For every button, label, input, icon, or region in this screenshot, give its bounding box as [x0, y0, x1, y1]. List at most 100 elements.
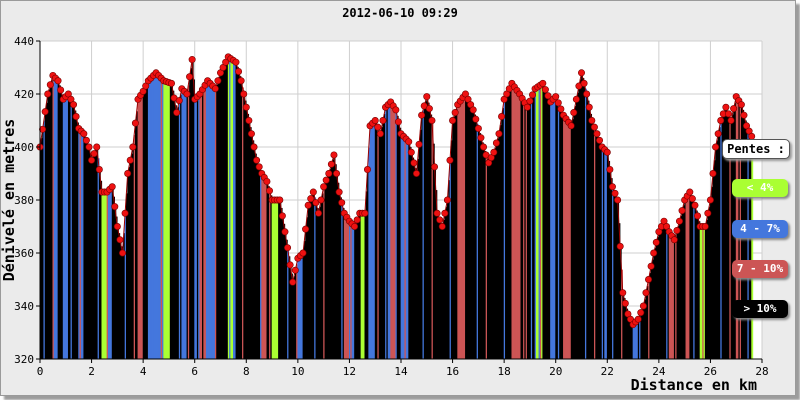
slope-bar — [609, 169, 612, 359]
slope-bar — [80, 131, 83, 359]
slope-bar — [145, 86, 148, 360]
slope-bar — [185, 92, 188, 360]
slope-bar — [542, 83, 545, 360]
slope-bar — [586, 94, 589, 359]
slope-bar — [463, 95, 466, 360]
slope-bar — [679, 221, 681, 359]
slope-bar — [189, 76, 192, 360]
slope-bar — [351, 223, 354, 359]
slope-bar — [425, 101, 427, 359]
elevation-point — [253, 156, 261, 164]
slope-bar — [729, 117, 732, 359]
slope-bar — [578, 86, 581, 360]
x-tick-label: 14 — [394, 365, 408, 378]
slope-bar — [289, 264, 292, 359]
slope-bar — [569, 124, 572, 360]
slope-bar — [510, 86, 513, 360]
slope-bar — [325, 180, 328, 359]
slope-bar — [621, 269, 623, 359]
slope-bar — [160, 78, 163, 359]
slope-bar — [579, 79, 582, 360]
slope-bar — [480, 137, 483, 359]
slope-bar — [136, 111, 139, 359]
slope-bar — [285, 239, 288, 359]
elevation-point — [603, 148, 611, 156]
slope-bar — [399, 127, 402, 359]
slope-bar — [497, 138, 500, 359]
slope-bar — [266, 181, 269, 359]
slope-bar — [413, 162, 416, 359]
slope-bar — [101, 192, 104, 359]
slope-bar — [563, 115, 565, 359]
slope-bar — [655, 242, 658, 359]
slope-bar — [595, 130, 598, 359]
slope-bar — [640, 312, 643, 359]
slope-bar — [508, 88, 511, 359]
slope-bar — [363, 213, 366, 359]
slope-bar — [231, 59, 234, 360]
slope-bar — [577, 92, 580, 360]
slope-bar — [444, 213, 447, 359]
slope-bar — [693, 201, 696, 359]
slope-bar — [430, 114, 433, 359]
slope-bar — [271, 200, 274, 359]
elevation-point — [129, 143, 137, 151]
slope-bar — [441, 226, 444, 359]
x-tick-label: 4 — [140, 365, 147, 378]
slope-bar — [340, 197, 342, 359]
slope-bar — [141, 93, 144, 360]
slope-bar — [642, 306, 645, 359]
slope-bar — [343, 213, 346, 359]
y-tick-label: 420 — [14, 88, 34, 101]
slope-bar — [520, 96, 523, 359]
slope-bar — [398, 121, 400, 359]
elevation-point — [650, 249, 658, 257]
slope-bar — [261, 173, 264, 359]
slope-bar — [314, 197, 317, 359]
slope-bar — [507, 91, 510, 359]
elevation-point — [472, 115, 480, 123]
slope-bar — [115, 216, 118, 359]
slope-bar — [568, 122, 571, 360]
slope-bar — [274, 200, 277, 359]
elevation-point — [70, 101, 78, 109]
x-tick-label: 2 — [88, 365, 95, 378]
slope-bar — [140, 95, 143, 359]
slope-bar — [414, 168, 417, 359]
elevation-point — [188, 56, 196, 64]
slope-bar — [626, 308, 629, 359]
slope-bar — [374, 120, 377, 359]
slope-bar — [53, 76, 56, 360]
slope-bar — [341, 202, 344, 359]
slope-bar — [407, 140, 409, 359]
slope-bar — [245, 107, 248, 359]
slope-bar — [221, 70, 224, 360]
elevation-point — [72, 113, 80, 121]
slope-bar — [222, 67, 225, 359]
slope-bar — [150, 78, 153, 359]
slope-bar — [193, 79, 195, 360]
elevation-point — [371, 117, 379, 125]
slope-bar — [560, 109, 563, 360]
slope-bar — [458, 102, 461, 359]
slope-bar — [628, 316, 631, 359]
slope-bar — [561, 112, 564, 359]
slope-bar — [394, 107, 397, 359]
slope-bar — [702, 226, 705, 359]
elevation-point — [567, 122, 575, 130]
slope-bar — [270, 195, 273, 359]
slope-bar — [597, 137, 600, 359]
slope-bar — [613, 190, 616, 359]
elevation-point — [240, 90, 248, 98]
slope-bar — [711, 186, 714, 359]
slope-bar — [523, 100, 525, 359]
slope-bar — [671, 235, 674, 359]
elevation-point — [265, 187, 273, 195]
slope-bar — [529, 101, 532, 360]
slope-bar — [535, 87, 538, 360]
elevation-point — [490, 148, 498, 156]
slope-bar — [396, 115, 399, 359]
y-axis-label: Dénivelé en metres — [0, 119, 18, 282]
elevation-point — [242, 103, 250, 111]
slope-bar — [238, 71, 241, 359]
